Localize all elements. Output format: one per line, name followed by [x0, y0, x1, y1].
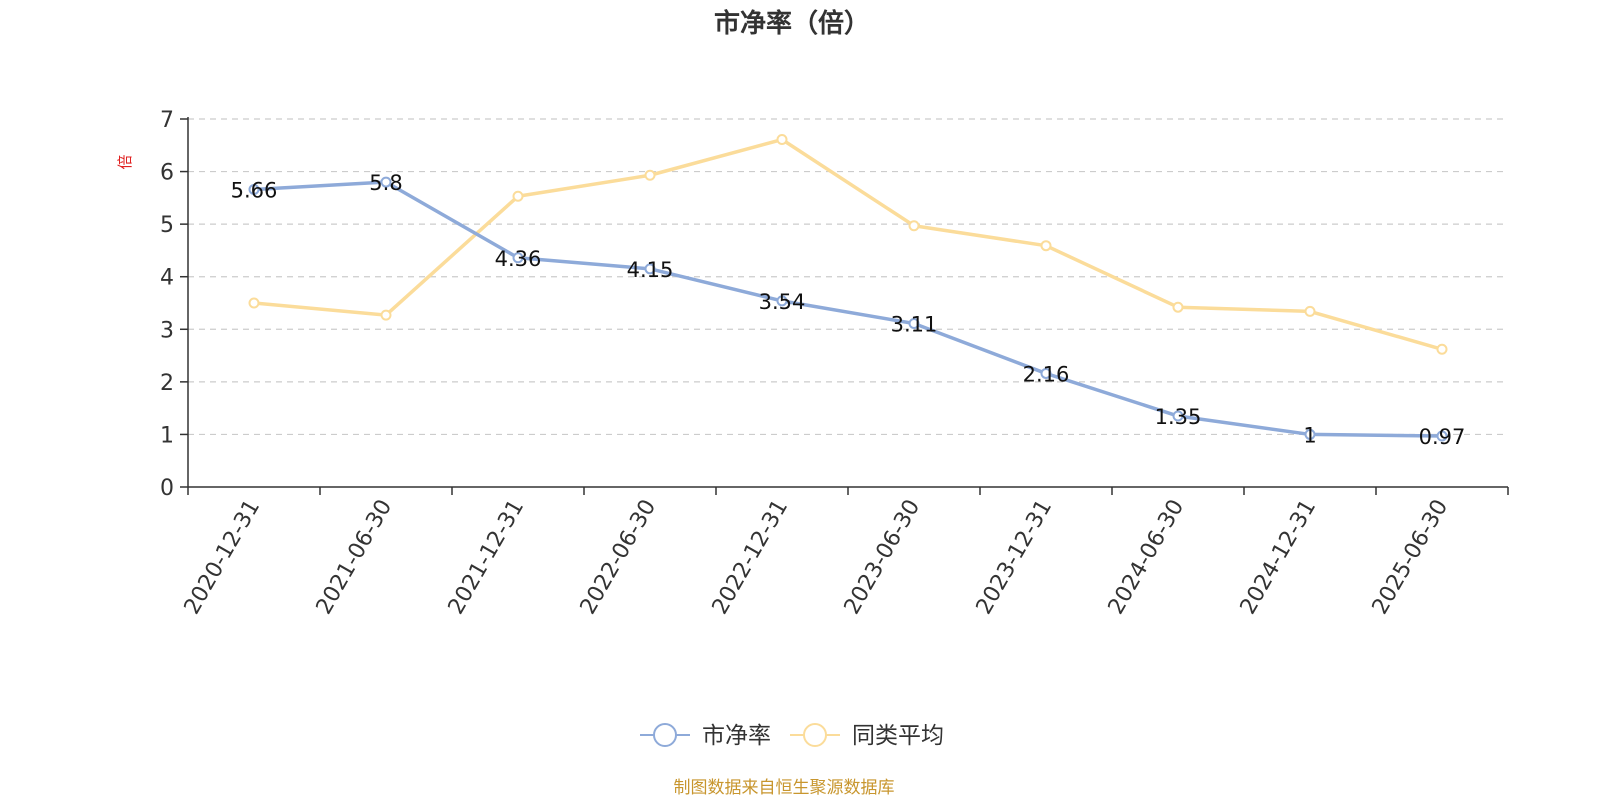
- x-tick-label: 2022-12-31: [708, 496, 794, 619]
- y-tick-label: 4: [160, 266, 174, 291]
- x-tick-label: 2024-06-30: [1104, 496, 1190, 619]
- data-point[interactable]: [776, 134, 788, 146]
- data-label: 1.35: [1155, 405, 1202, 429]
- data-point[interactable]: [248, 183, 260, 195]
- data-point[interactable]: [512, 190, 524, 202]
- data-label: 3.11: [891, 313, 938, 337]
- y-tick-label: 3: [160, 318, 174, 343]
- data-point[interactable]: [1304, 305, 1316, 317]
- data-point[interactable]: [1436, 343, 1448, 355]
- data-point[interactable]: [248, 297, 260, 309]
- data-label: 0.97: [1419, 425, 1466, 449]
- grid-lines: [188, 118, 1508, 436]
- x-tick-label: 2021-06-30: [312, 496, 398, 619]
- legend-marker: [803, 723, 827, 747]
- data-point[interactable]: [380, 176, 392, 188]
- series-line-1: [253, 137, 1443, 351]
- legend-label: 市净率: [702, 723, 771, 749]
- x-tick-label: 2023-12-31: [972, 496, 1058, 619]
- chart-title: 市净率（倍）: [714, 8, 870, 39]
- series-lines: [248, 134, 1448, 442]
- data-point[interactable]: [1040, 367, 1052, 379]
- x-tick-label: 2020-12-31: [180, 496, 266, 619]
- legend-item-0[interactable]: 市净率: [640, 723, 771, 749]
- y-tick-label: 6: [160, 161, 174, 186]
- data-point[interactable]: [644, 169, 656, 181]
- data-label: 5.8: [369, 171, 402, 195]
- data-point[interactable]: [512, 252, 524, 264]
- y-tick-label: 5: [160, 213, 174, 238]
- x-tick-label: 2022-06-30: [576, 496, 662, 619]
- y-tick-label: 2: [160, 371, 174, 396]
- y-tick-label: 1: [160, 423, 174, 448]
- legend[interactable]: 市净率 同类平均: [640, 723, 944, 749]
- data-point[interactable]: [1436, 430, 1448, 442]
- data-point[interactable]: [644, 263, 656, 275]
- data-label: 5.66: [231, 178, 278, 202]
- data-point[interactable]: [776, 295, 788, 307]
- x-tick-label: 2023-06-30: [840, 496, 926, 619]
- data-label: 4.36: [495, 247, 542, 271]
- x-tick-label: 2024-12-31: [1236, 496, 1322, 619]
- y-tick-label: 0: [160, 476, 174, 501]
- data-point[interactable]: [908, 318, 920, 330]
- data-labels: 5.66 5.8 4.36 4.15 3.54 3.11 2.16 1.35 1 0.97: [231, 171, 1466, 449]
- data-label: 3.54: [759, 290, 806, 314]
- data-point[interactable]: [1172, 301, 1184, 313]
- data-label: 1: [1303, 423, 1316, 447]
- data-label: 2.16: [1023, 362, 1070, 386]
- data-label: 4.15: [627, 258, 674, 282]
- x-tick-label: 2021-12-31: [444, 496, 530, 619]
- data-point[interactable]: [1172, 410, 1184, 422]
- data-point[interactable]: [1040, 240, 1052, 252]
- data-point[interactable]: [908, 220, 920, 232]
- data-point[interactable]: [1304, 428, 1316, 440]
- x-tick-label: 2025-06-30: [1368, 496, 1454, 619]
- y-axis-unit-label: 倍: [116, 154, 134, 169]
- series-line-0: [253, 180, 1443, 438]
- source-note: 制图数据来自恒生聚源数据库: [674, 778, 895, 798]
- legend-item-1[interactable]: 同类平均: [790, 723, 944, 749]
- data-point[interactable]: [380, 309, 392, 321]
- legend-marker: [653, 723, 677, 747]
- y-tick-label: 7: [160, 108, 174, 133]
- legend-label: 同类平均: [852, 723, 944, 749]
